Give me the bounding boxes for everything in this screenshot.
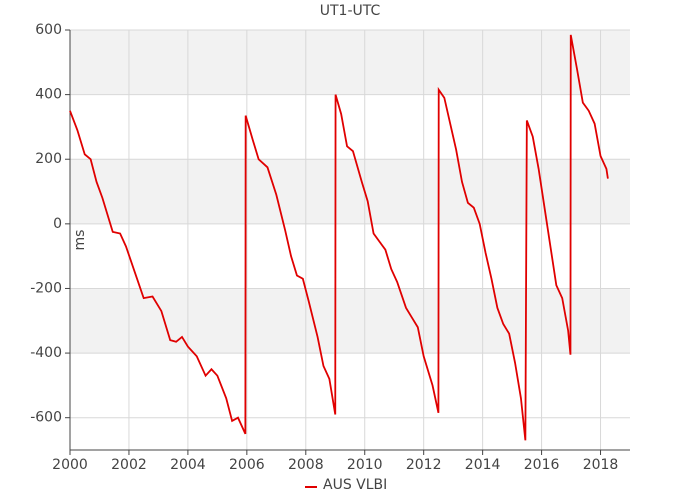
grid-band xyxy=(70,30,630,95)
x-tick-label: 2018 xyxy=(583,457,619,473)
x-tick-label: 2002 xyxy=(111,457,147,473)
grid-band xyxy=(70,159,630,224)
x-tick-label: 2016 xyxy=(524,457,560,473)
chart-title: UT1-UTC xyxy=(320,3,381,19)
x-tick-label: 2000 xyxy=(52,457,88,473)
y-tick-label: 400 xyxy=(35,87,62,103)
grid-band xyxy=(70,288,630,354)
x-tick-label: 2014 xyxy=(465,457,501,473)
y-axis-label: ms xyxy=(72,230,88,251)
x-tick-label: 2010 xyxy=(347,457,383,473)
x-tick-label: 2012 xyxy=(406,457,442,473)
y-tick-label: -200 xyxy=(30,280,62,296)
x-tick-label: 2008 xyxy=(288,457,324,473)
y-tick-label: -400 xyxy=(30,345,62,361)
x-tick-label: 2004 xyxy=(170,457,206,473)
y-tick-label: -600 xyxy=(30,410,62,426)
y-tick-label: 0 xyxy=(53,216,62,232)
legend-label: AUS VLBI xyxy=(323,477,387,493)
y-tick-label: 600 xyxy=(35,22,62,38)
y-tick-label: 200 xyxy=(35,151,62,167)
x-tick-label: 2006 xyxy=(229,457,265,473)
data-line xyxy=(69,34,609,441)
